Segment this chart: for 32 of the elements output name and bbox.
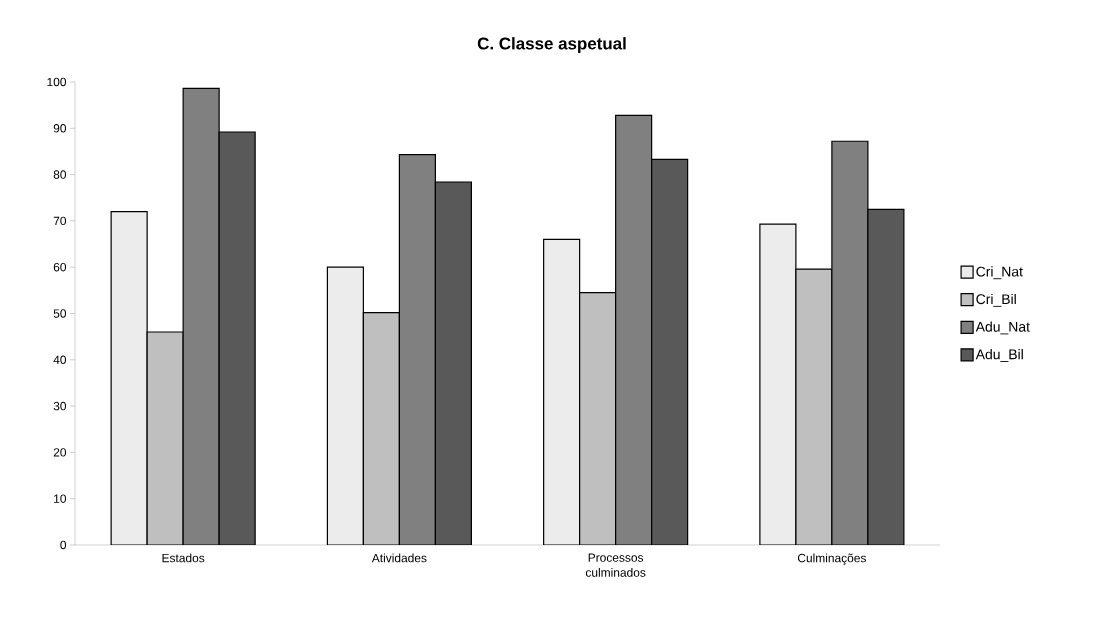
bar	[579, 292, 617, 545]
x-tick-label: Atividades	[371, 553, 427, 563]
x-tick-label: Culminações	[797, 553, 866, 565]
x-tick-label: Estados	[162, 553, 205, 563]
bar	[146, 331, 184, 545]
y-tick-label: 60	[53, 262, 67, 272]
y-tick-label: 70	[53, 216, 67, 226]
bar	[110, 211, 148, 545]
chart-title: C. Classe aspetual	[477, 37, 626, 53]
bar	[759, 223, 797, 545]
y-tick-label: 100	[47, 77, 67, 87]
legend-label: Adu_Nat	[975, 321, 1030, 335]
y-tick-label: 80	[53, 170, 67, 179]
bar	[651, 158, 689, 545]
y-tick-label: 40	[53, 355, 67, 365]
y-tick-label: 20	[53, 448, 67, 457]
legend-label: Cri_Bil	[976, 293, 1016, 307]
y-tick-label: 10	[54, 494, 67, 503]
bar	[362, 311, 400, 545]
bar	[434, 181, 472, 545]
y-tick-label: 30	[53, 401, 67, 411]
x-tick-label: Processos culminados	[585, 553, 646, 577]
y-tick-label: 90	[53, 124, 67, 133]
bar	[795, 268, 833, 545]
legend-label: Adu_Bil	[975, 349, 1023, 362]
y-tick-label: 0	[60, 540, 67, 550]
y-tick-label: 50	[53, 309, 67, 318]
legend-label: Cri_Nat	[976, 266, 1023, 280]
bar	[218, 131, 256, 545]
bar	[543, 238, 581, 545]
bar	[326, 266, 364, 545]
bar	[867, 208, 905, 545]
